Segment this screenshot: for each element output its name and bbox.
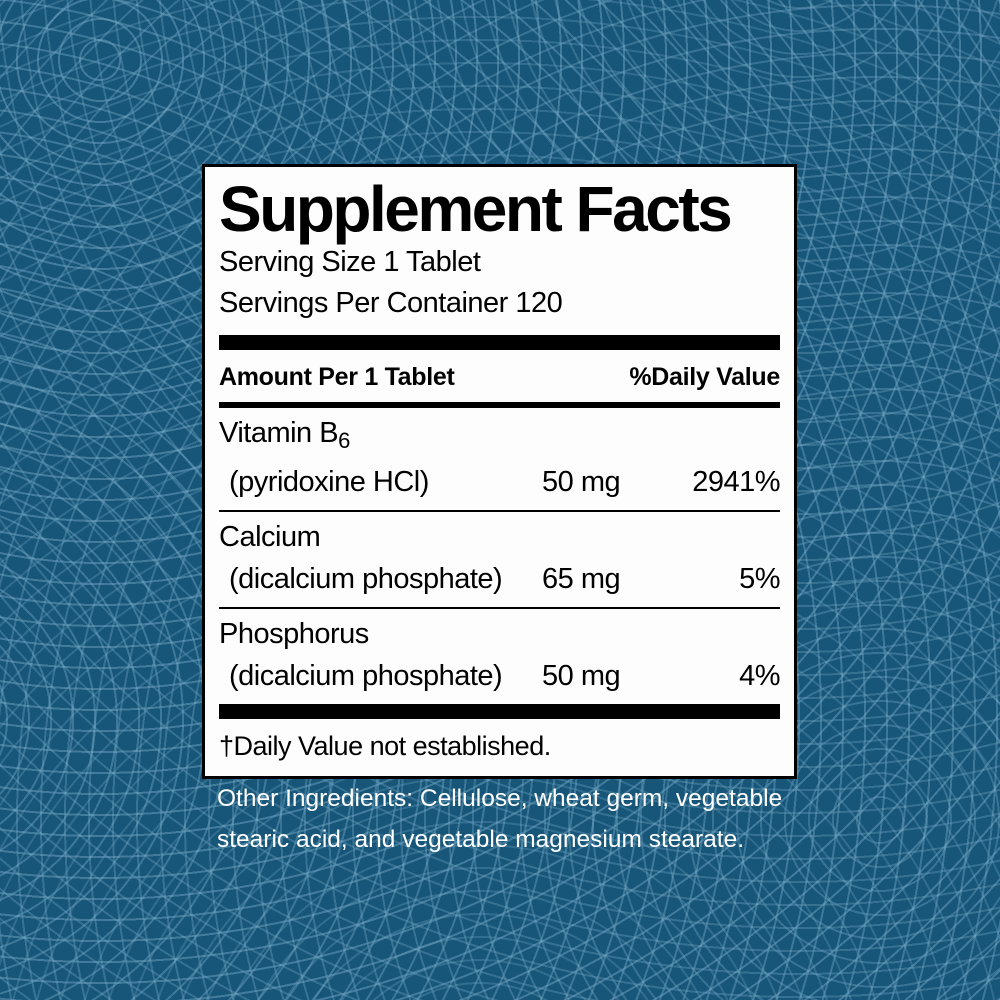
servings-per-container: Servings Per Container 120: [219, 287, 563, 319]
column-header-row: Amount Per 1 Tablet %Daily Value: [219, 350, 780, 402]
daily-value-footnote: †Daily Value not established.: [219, 731, 551, 761]
thick-rule-top: [219, 335, 780, 350]
nutrient-amount: 50 mg: [542, 466, 621, 498]
amount-column-header: Amount Per 1 Tablet: [219, 363, 455, 391]
nutrient-name-text: Vitamin B: [219, 417, 339, 449]
nutrient-form: (dicalcium phosphate): [229, 660, 503, 692]
nutrient-detail-line: (dicalcium phosphate) 50 mg 4%: [219, 660, 781, 693]
other-ingredients-text: Other Ingredients: Cellulose, wheat germ…: [217, 785, 783, 853]
nutrient-amount: 65 mg: [542, 563, 621, 595]
nutrient-row-calcium: Calcium (dicalcium phosphate) 65 mg 5%: [219, 510, 781, 607]
nutrient-name: Calcium: [219, 521, 321, 553]
thick-rule-bottom: [219, 704, 780, 719]
nutrient-amount: 50 mg: [542, 660, 621, 692]
nutrient-row-vitamin-b6: Vitamin B6 (pyridoxine HCl) 50 mg 2941%: [219, 408, 781, 510]
nutrient-detail-line: (dicalcium phosphate) 65 mg 5%: [219, 563, 781, 596]
nutrient-form: (dicalcium phosphate): [229, 563, 503, 595]
nutrient-form: (pyridoxine HCl): [229, 466, 429, 498]
nutrient-daily-value: 5%: [739, 563, 780, 595]
nutrient-daily-value: 4%: [739, 660, 780, 692]
nutrient-name: Vitamin B6: [219, 417, 780, 457]
nutrient-row-phosphorus: Phosphorus (dicalcium phosphate) 50 mg 4…: [219, 607, 781, 704]
nutrient-daily-value: 2941%: [692, 466, 780, 498]
daily-value-column-header: %Daily Value: [629, 363, 780, 391]
supplement-facts-panel: Supplement Facts Serving Size 1 Tablet S…: [202, 164, 797, 779]
nutrient-name-subscript: 6: [338, 428, 350, 453]
serving-size: Serving Size 1 Tablet: [219, 246, 481, 278]
medium-rule-header: [219, 402, 780, 408]
nutrient-detail-line: (pyridoxine HCl) 50 mg 2941%: [219, 466, 781, 499]
panel-title: Supplement Facts: [219, 173, 733, 245]
nutrient-name: Phosphorus: [219, 618, 369, 650]
